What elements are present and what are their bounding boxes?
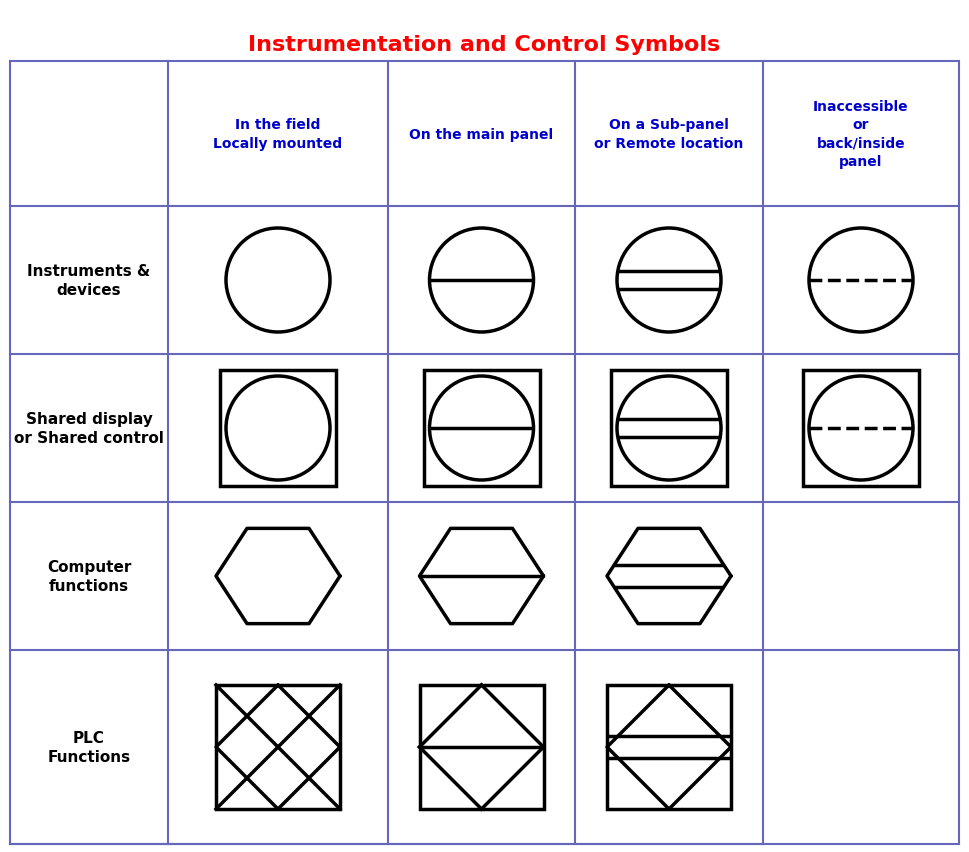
Bar [611, 371, 727, 486]
Text: Shared display
or Shared control: Shared display or Shared control [15, 412, 164, 446]
Text: On a Sub-panel
or Remote location: On a Sub-panel or Remote location [594, 118, 743, 151]
Bar [220, 371, 336, 486]
Text: PLC
Functions: PLC Functions [47, 730, 131, 764]
Bar [803, 371, 919, 486]
Text: Instruments &
devices: Instruments & devices [27, 263, 150, 298]
Text: Computer
functions: Computer functions [47, 559, 131, 594]
Bar [423, 371, 540, 486]
Bar [216, 685, 340, 809]
Text: Inaccessible
or
back/inside
panel: Inaccessible or back/inside panel [813, 100, 909, 169]
Text: On the main panel: On the main panel [410, 127, 553, 141]
Bar [420, 685, 544, 809]
Text: Instrumentation and Control Symbols: Instrumentation and Control Symbols [248, 35, 720, 55]
Text: In the field
Locally mounted: In the field Locally mounted [213, 118, 343, 151]
Bar [607, 685, 731, 809]
